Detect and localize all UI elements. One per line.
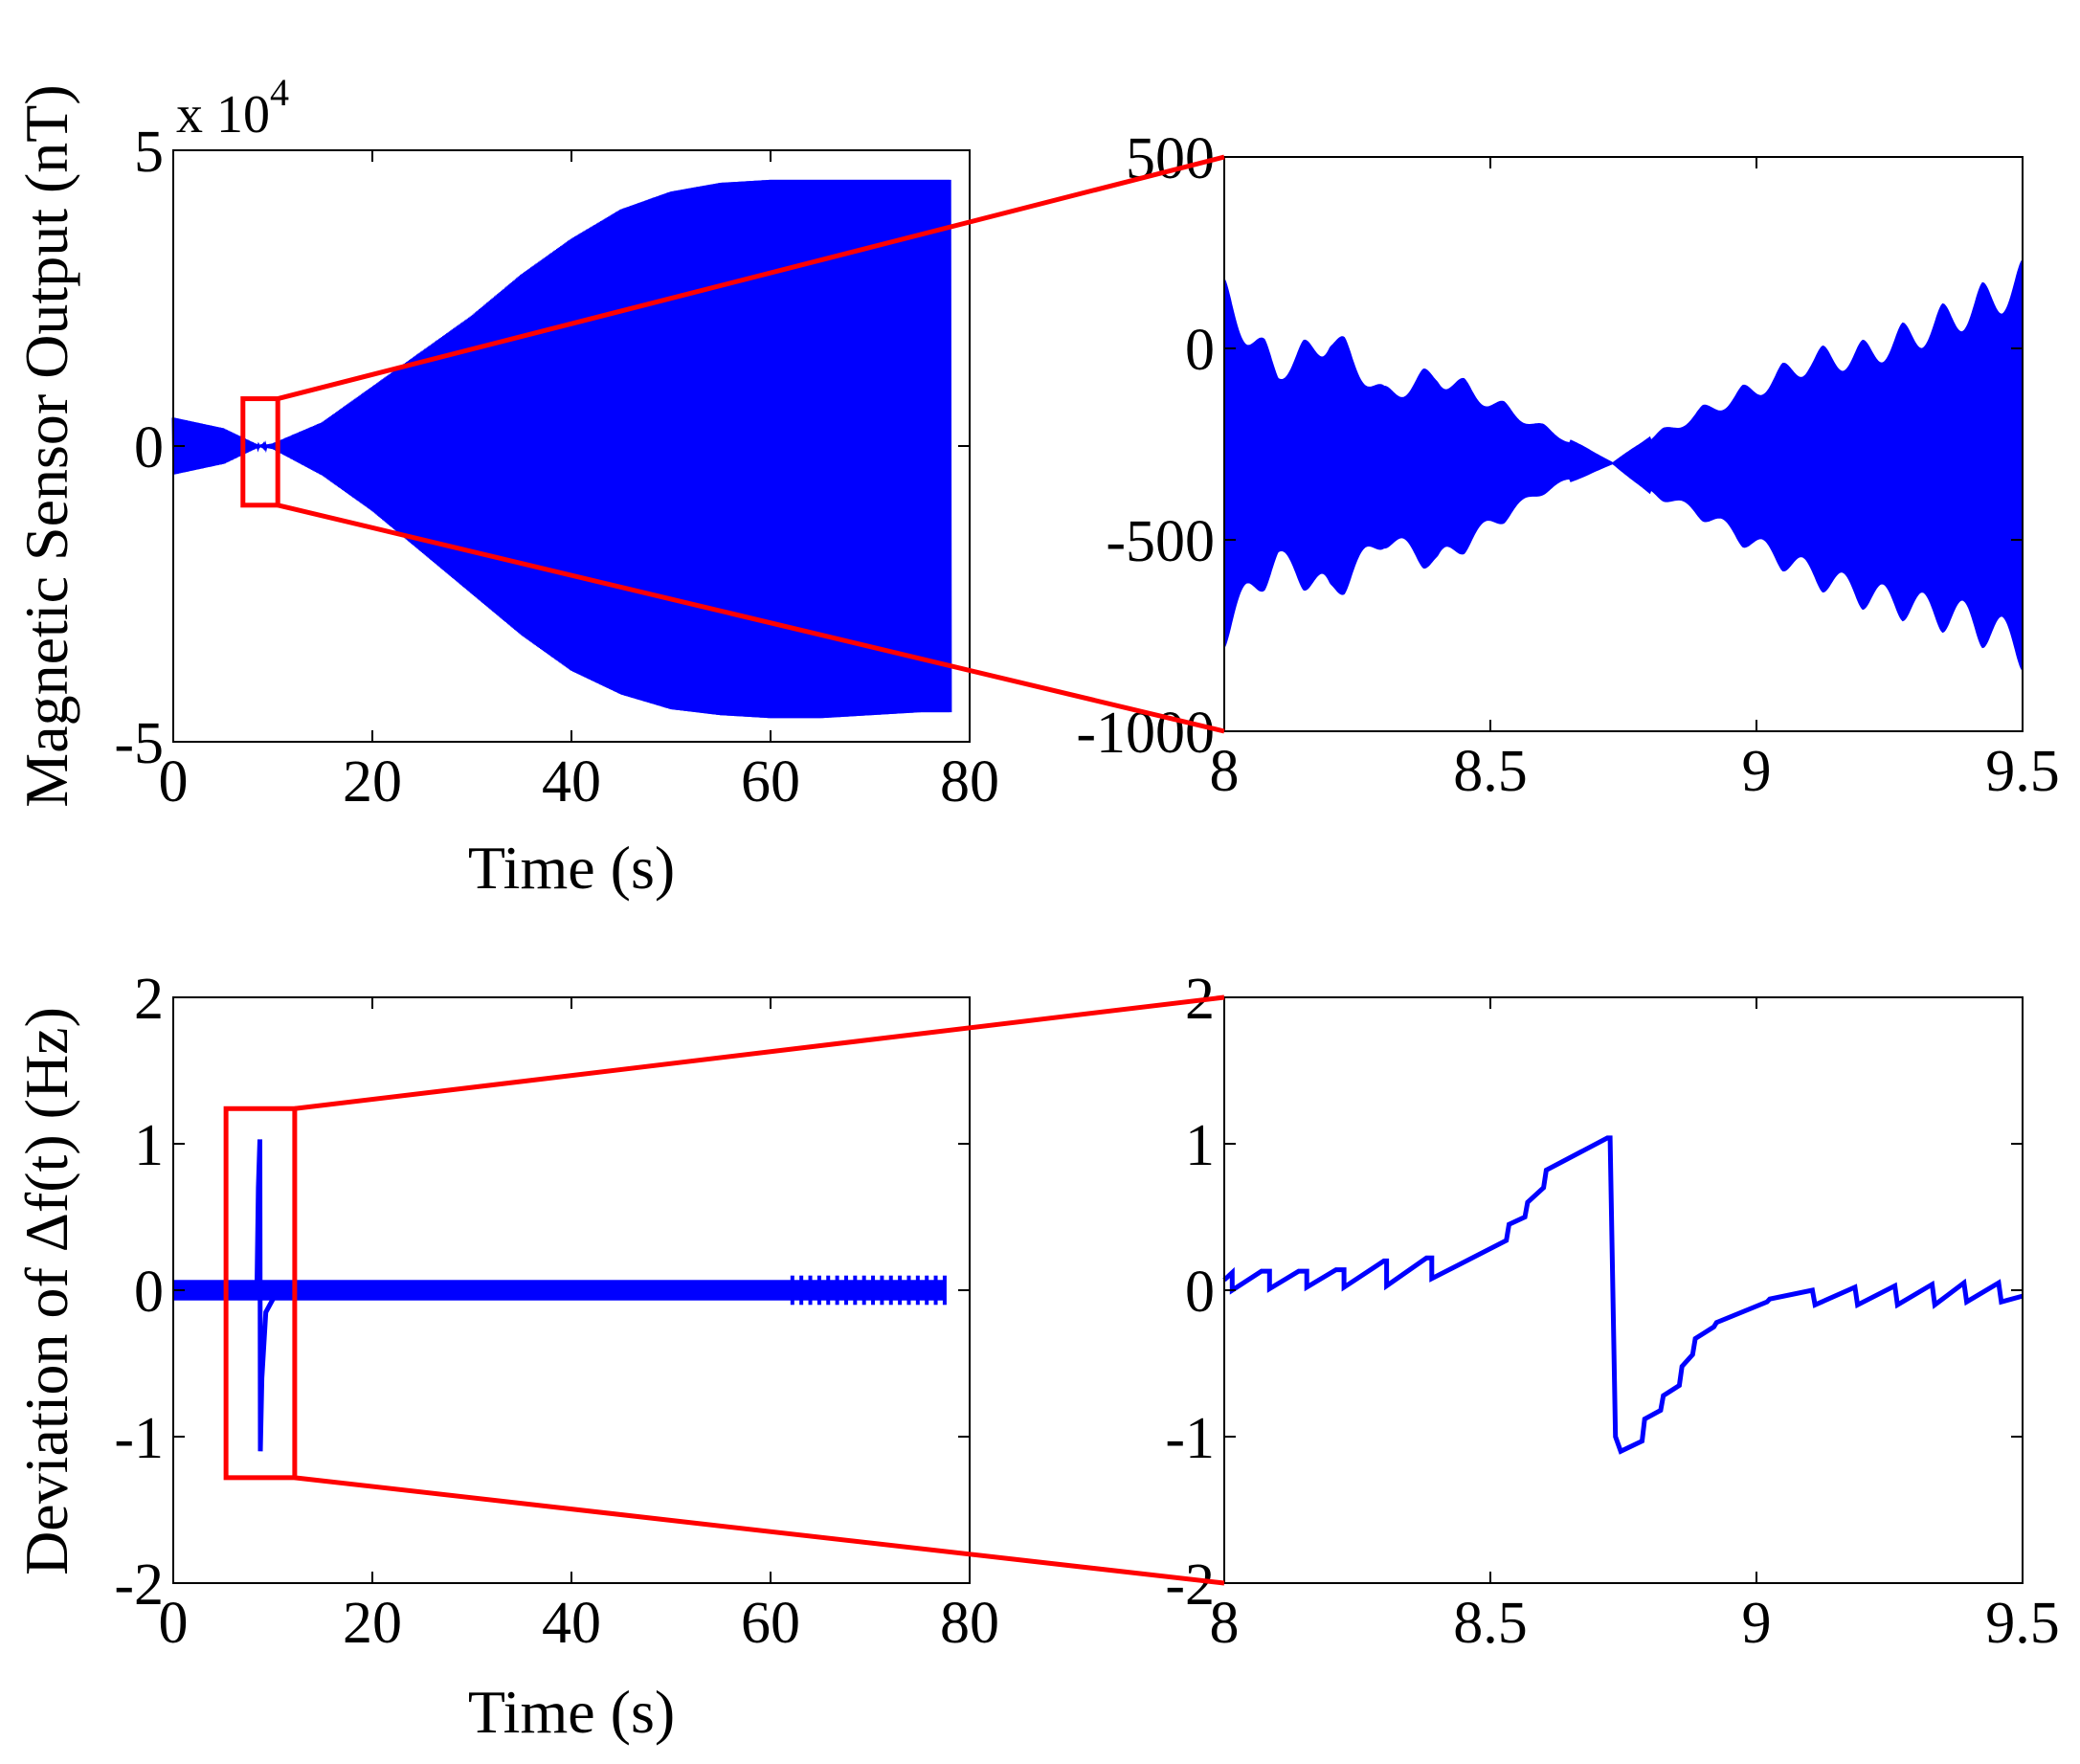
y-tick-label: -500 (1106, 509, 1215, 574)
deviation-full-xlabel: Time (s) (468, 1678, 675, 1746)
deviation-full-tail-mark (915, 1275, 920, 1306)
panel-deviation-full: 0 20 40 60 80 -2 -1 0 1 2 Time (s) Deviation of Δ… (12, 967, 999, 1746)
deviation-full-baseline-band (173, 1280, 945, 1301)
deviation-full-tail-mark (835, 1275, 839, 1306)
x-tick-label: 9.5 (1985, 1591, 2060, 1656)
sensor-full-ticks: 0 20 40 60 80-505 (114, 120, 999, 815)
y-tick-label: 0 (1185, 318, 1215, 383)
y-tick-label: 500 (1126, 126, 1215, 191)
deviation-full-ylabel: Deviation of Δf(t) (Hz) (12, 1007, 80, 1575)
y-tick-label: 5 (134, 120, 164, 185)
y-tick-label: -1 (114, 1406, 164, 1471)
y-tick-label: -2 (114, 1552, 164, 1618)
deviation-full-tail-mark (906, 1275, 911, 1306)
deviation-full-tail-mark (898, 1275, 903, 1306)
x-tick-label: 0 (159, 1591, 189, 1656)
y-tick-label: -1 (1165, 1406, 1215, 1471)
deviation-full-tail-mark (816, 1275, 821, 1306)
deviation-zoom-line (1222, 1135, 2024, 1455)
deviation-full-tail-mark (933, 1275, 938, 1306)
x-tick-label: 9 (1742, 739, 1772, 804)
zoom-connector-top (277, 154, 1225, 401)
y-tick-label: 0 (134, 415, 164, 480)
x-tick-label: 80 (940, 1591, 999, 1656)
zoom-region-box (223, 1105, 298, 1481)
x-tick-label: 8 (1210, 1591, 1240, 1656)
y-tick-label: 1 (134, 1113, 164, 1178)
y-tick-label: 0 (134, 1260, 164, 1325)
deviation-full-tail-mark (925, 1275, 929, 1306)
zoom-connector-bottom (294, 1475, 1225, 1586)
y-tick-label: -5 (114, 711, 164, 776)
sensor-zoom-axes-box (1223, 156, 2024, 732)
deviation-full-tail-mark (888, 1275, 893, 1306)
x-tick-label: 60 (741, 749, 800, 815)
x-tick-label: 9.5 (1985, 739, 2060, 804)
deviation-full-tail-mark (843, 1275, 848, 1306)
y-tick-label: 0 (1185, 1260, 1215, 1325)
deviation-zoom-signal (1222, 1135, 2024, 1455)
sensor-full-exponent: x 104 (176, 71, 289, 145)
x-tick-label: 80 (940, 749, 999, 815)
deviation-full-tail-mark (790, 1275, 794, 1306)
x-tick-label: 60 (741, 1591, 800, 1656)
x-tick-label: 0 (159, 749, 189, 815)
deviation-full-tail-mark (853, 1275, 858, 1306)
x-tick-label: 40 (542, 749, 601, 815)
sensor-full-xlabel: Time (s) (468, 834, 675, 902)
zoom-connector-top (294, 994, 1225, 1111)
zoom-connector-bottom (277, 502, 1225, 734)
deviation-full-tail-mark (871, 1275, 876, 1306)
x-tick-label: 40 (542, 1591, 601, 1656)
x-tick-label: 8.5 (1453, 1591, 1528, 1656)
x-tick-label: 9 (1742, 1591, 1772, 1656)
deviation-full-tail-mark (861, 1275, 866, 1306)
deviation-full-signal (173, 1139, 947, 1452)
sensor-full-signal (171, 179, 952, 719)
y-tick-label: 2 (134, 967, 164, 1032)
x-tick-label: 20 (343, 749, 402, 815)
panel-sensor-full: 0 20 40 60 80-505 x 104 Time (s) Magnetic Se… (12, 71, 999, 902)
sensor-full-envelope (173, 179, 951, 719)
deviation-full-tail-mark (799, 1275, 804, 1306)
zoom-region-box (240, 396, 280, 508)
deviation-full-tail-mark (826, 1275, 831, 1306)
deviation-full-ticks: 0 20 40 60 80 -2 -1 0 1 2 (114, 967, 999, 1656)
x-tick-label: 8 (1210, 739, 1240, 804)
x-tick-label: 8.5 (1453, 739, 1528, 804)
sensor-full-ylabel: Magnetic Sensor Output (nT) (12, 84, 80, 807)
y-tick-label: -2 (1165, 1552, 1215, 1618)
deviation-full-tail-mark (880, 1275, 884, 1306)
x-tick-label: 20 (343, 1591, 402, 1656)
deviation-full-spike (254, 1139, 280, 1452)
deviation-full-tail-mark (942, 1275, 947, 1306)
y-tick-label: 1 (1185, 1113, 1215, 1178)
zoom-overlay (223, 154, 1225, 1586)
deviation-full-tail-mark (808, 1275, 813, 1306)
